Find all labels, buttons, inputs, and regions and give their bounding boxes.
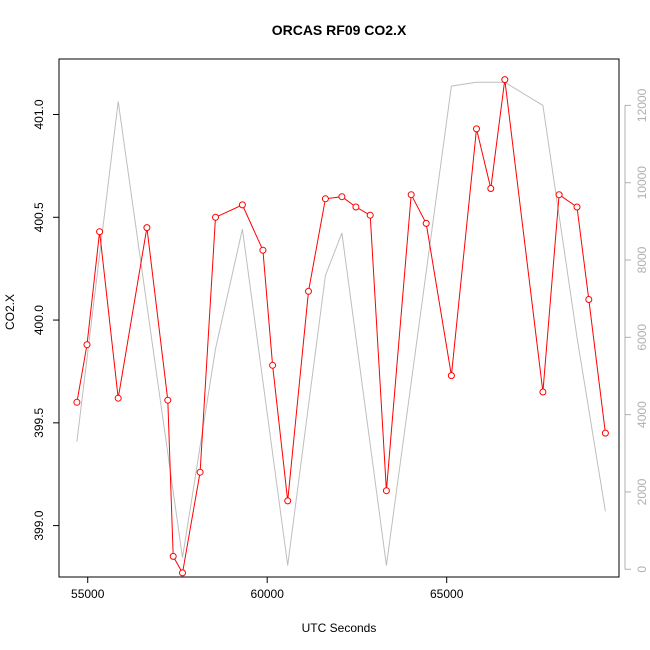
data-point — [382, 487, 390, 495]
data-point — [585, 296, 593, 303]
data-point — [73, 398, 81, 406]
y-right-tick-label: 8000 — [635, 246, 649, 273]
series-line-1 — [76, 81, 606, 566]
data-point — [473, 125, 480, 133]
y-right-tick-label: 2000 — [635, 478, 649, 505]
data-point — [96, 228, 104, 236]
data-point — [487, 185, 495, 192]
data-point — [366, 211, 374, 219]
data-point — [269, 361, 277, 369]
data-point — [352, 203, 360, 211]
y-tick-label: 400.0 — [32, 305, 46, 335]
plot-frame — [58, 58, 620, 578]
chart-title: ORCAS RF09 CO2.X — [272, 22, 407, 38]
y-right-tick-label: 10000 — [635, 166, 649, 200]
data-point — [212, 213, 219, 221]
data-point — [601, 429, 609, 437]
y-right-tick-label: 12000 — [635, 88, 649, 122]
y-tick-label: 400.5 — [32, 202, 46, 232]
data-point — [238, 201, 246, 209]
x-tick-label: 65000 — [430, 587, 464, 601]
data-point — [338, 193, 346, 201]
x-axis-label: UTC Seconds — [302, 621, 377, 635]
data-point — [196, 468, 204, 476]
data-point — [259, 246, 267, 254]
y-tick-label: 401.0 — [32, 99, 46, 129]
y-tick-label: 399.0 — [32, 510, 46, 540]
data-point — [539, 388, 547, 396]
series-layer — [73, 76, 609, 577]
y-axis: 399.0 399.5 400.0 400.5 401.0 — [32, 99, 59, 541]
data-point — [321, 195, 329, 203]
data-point — [114, 394, 122, 402]
y-right-tick-label: 4000 — [635, 401, 649, 428]
y-tick-label: 399.5 — [32, 407, 46, 437]
data-point — [422, 219, 430, 227]
data-point — [407, 191, 415, 199]
data-point — [143, 224, 151, 232]
y-axis-right: 0 2000 4000 6000 8000 10000 12000 — [624, 88, 649, 573]
y-axis-label: CO2.X — [3, 294, 17, 330]
data-point — [305, 287, 312, 295]
data-point — [573, 203, 581, 211]
y-right-tick-label: 6000 — [635, 324, 649, 351]
x-tick-label: 60000 — [251, 587, 285, 601]
data-point — [284, 497, 292, 505]
y-right-tick-label: 0 — [635, 566, 649, 573]
data-point — [83, 341, 91, 349]
series-line-0 — [76, 79, 606, 575]
data-point — [501, 76, 509, 84]
x-axis: 55000 60000 65000 — [71, 577, 464, 601]
data-point — [447, 372, 455, 380]
x-tick-label: 55000 — [71, 587, 105, 601]
data-point — [555, 191, 563, 199]
data-point — [179, 569, 186, 577]
data-point — [164, 396, 172, 404]
data-point — [169, 552, 177, 560]
